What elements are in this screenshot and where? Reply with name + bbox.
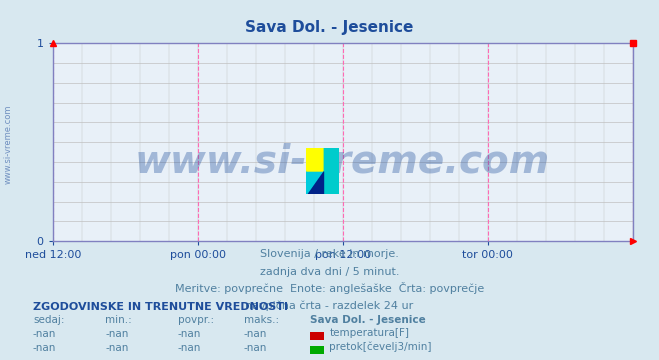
Text: -nan: -nan: [33, 343, 56, 353]
Text: -nan: -nan: [105, 343, 129, 353]
Text: -nan: -nan: [105, 329, 129, 339]
Text: Meritve: povprečne  Enote: anglešaške  Črta: povprečje: Meritve: povprečne Enote: anglešaške Črt…: [175, 282, 484, 294]
Text: -nan: -nan: [33, 329, 56, 339]
Text: -nan: -nan: [178, 329, 201, 339]
Text: Slovenija / reke in morje.: Slovenija / reke in morje.: [260, 249, 399, 260]
Polygon shape: [306, 171, 323, 194]
Text: min.:: min.:: [105, 315, 132, 325]
Text: www.si-vreme.com: www.si-vreme.com: [135, 143, 550, 181]
Text: temperatura[F]: temperatura[F]: [330, 328, 409, 338]
Text: zadnja dva dni / 5 minut.: zadnja dva dni / 5 minut.: [260, 267, 399, 277]
Text: sedaj:: sedaj:: [33, 315, 65, 325]
Text: www.si-vreme.com: www.si-vreme.com: [3, 104, 13, 184]
Text: -nan: -nan: [244, 343, 267, 353]
Text: pretok[čevelj3/min]: pretok[čevelj3/min]: [330, 341, 432, 352]
Text: Sava Dol. - Jesenice: Sava Dol. - Jesenice: [310, 315, 426, 325]
Text: ZGODOVINSKE IN TRENUTNE VREDNOSTI: ZGODOVINSKE IN TRENUTNE VREDNOSTI: [33, 302, 288, 312]
Text: Sava Dol. - Jesenice: Sava Dol. - Jesenice: [245, 20, 414, 35]
Polygon shape: [306, 171, 323, 194]
Text: -nan: -nan: [178, 343, 201, 353]
Bar: [323, 148, 339, 194]
Text: -nan: -nan: [244, 329, 267, 339]
Text: navpična črta - razdelek 24 ur: navpična črta - razdelek 24 ur: [245, 301, 414, 311]
Bar: [310, 332, 324, 340]
Bar: [306, 148, 323, 171]
Polygon shape: [306, 148, 323, 171]
Text: povpr.:: povpr.:: [178, 315, 214, 325]
Bar: [310, 346, 324, 354]
Text: maks.:: maks.:: [244, 315, 279, 325]
